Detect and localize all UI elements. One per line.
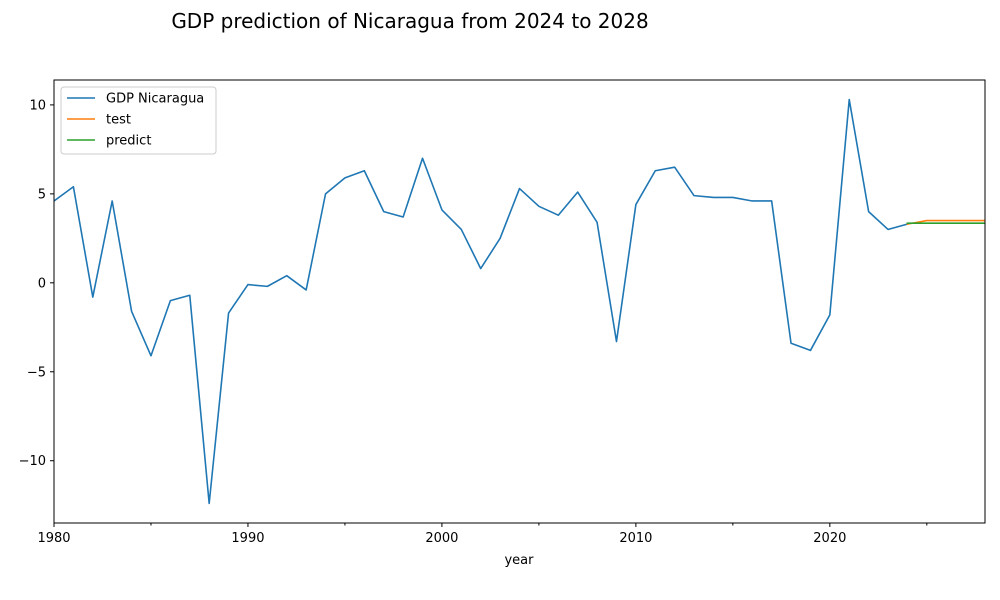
x-axis-label: year — [504, 553, 534, 568]
y-tick-label: −10 — [19, 454, 46, 469]
series-line-gdp-nicaragua — [54, 98, 909, 505]
plot-frame — [53, 79, 986, 524]
plot-area — [54, 98, 985, 505]
y-tick-label: −5 — [27, 365, 46, 380]
x-tick-label: 2010 — [619, 531, 652, 546]
y-tick-label: 10 — [29, 98, 46, 113]
y-tick-label: 0 — [38, 276, 46, 291]
series-line-test — [906, 219, 985, 226]
legend-label: predict — [106, 134, 151, 149]
chart-title: GDP prediction of Nicaragua from 2024 to… — [171, 9, 648, 33]
y-axis: −10 −5 0 5 10 — [19, 98, 54, 469]
x-tick-label: 1980 — [37, 531, 70, 546]
legend-box — [60, 86, 217, 155]
x-tick-label: 2000 — [425, 531, 458, 546]
x-axis: 1980 1990 2000 2010 2020 — [37, 523, 928, 546]
y-tick-label: 5 — [38, 187, 46, 202]
legend: GDP Nicaragua test predict — [60, 86, 217, 155]
x-tick-label: 2020 — [813, 531, 846, 546]
legend-label: test — [106, 113, 131, 128]
legend-label: GDP Nicaragua — [106, 92, 204, 107]
x-tick-label: 1990 — [231, 531, 264, 546]
